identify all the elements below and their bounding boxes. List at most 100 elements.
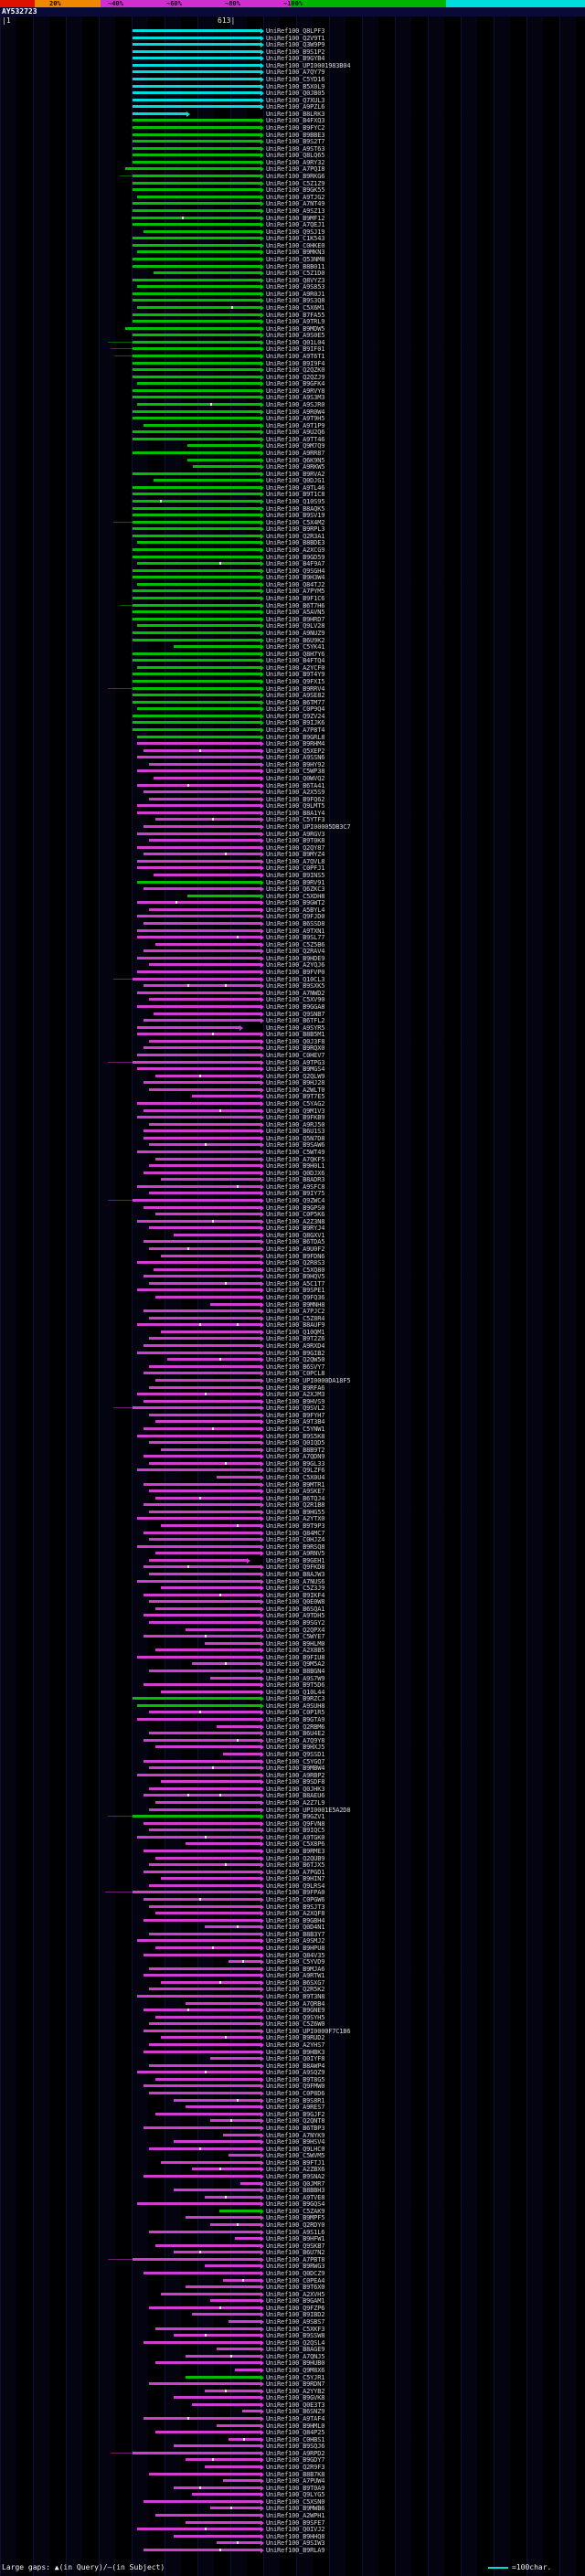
hit-label[interactable]: UniRef100_Q9LV28 — [266, 622, 325, 631]
hit-bar[interactable] — [205, 2465, 261, 2469]
hit-label[interactable]: UniRef100_B6U4E2 — [266, 1730, 325, 1738]
hit-bar[interactable] — [144, 1108, 261, 1112]
hit-label[interactable]: UniRef100_B9S5K8 — [266, 1432, 325, 1440]
hit-bar[interactable] — [149, 2092, 261, 2095]
hit-bar[interactable] — [133, 520, 261, 524]
hit-bar[interactable] — [149, 2063, 261, 2067]
hit-bar[interactable] — [137, 1393, 261, 1396]
hit-bar[interactable] — [223, 1752, 261, 1755]
hit-bar[interactable] — [149, 1863, 261, 1867]
hit-bar[interactable] — [133, 652, 261, 655]
hit-bar[interactable] — [137, 1655, 261, 1659]
hit-label[interactable]: UniRef100_B7FA55 — [266, 311, 325, 319]
hit-bar[interactable] — [133, 694, 261, 697]
hit-bar[interactable] — [144, 1918, 261, 1922]
hit-label[interactable]: UniRef100_C0HBS1 — [266, 2435, 325, 2443]
hit-bar[interactable] — [137, 1468, 261, 1472]
hit-bar[interactable] — [144, 1870, 261, 1873]
hit-label[interactable]: UniRef100_C5XV90 — [266, 996, 325, 1004]
hit-label[interactable]: UniRef100_Q9LHC0 — [266, 2145, 325, 2153]
hit-bar[interactable] — [155, 1552, 261, 1555]
hit-label[interactable]: UniRef100_A9RPD2 — [266, 2449, 325, 2457]
hit-label[interactable]: UniRef100_B9RFA6 — [266, 1383, 325, 1392]
hit-label[interactable]: UniRef100_B9GVK8 — [266, 2394, 325, 2402]
hit-bar[interactable] — [133, 555, 261, 558]
hit-label[interactable]: UniRef100_Q9ZV24 — [266, 712, 325, 720]
hit-label[interactable]: UniRef100_Q0DJG1 — [266, 477, 325, 485]
hit-label[interactable]: UniRef100_A2XVH5 — [266, 2290, 325, 2298]
hit-label[interactable]: UniRef100_B9T0K8 — [266, 837, 325, 845]
hit-bar[interactable] — [149, 1732, 261, 1735]
hit-bar[interactable] — [133, 714, 261, 717]
hit-bar[interactable] — [133, 105, 261, 109]
hit-bar[interactable] — [144, 1531, 261, 1534]
hit-label[interactable]: UniRef100_Q0E3T3 — [266, 2401, 325, 2409]
hit-bar[interactable] — [133, 188, 261, 192]
hit-bar[interactable] — [137, 1053, 261, 1056]
hit-label[interactable]: UniRef100_A2Z7L9 — [266, 1798, 325, 1807]
hit-bar[interactable] — [137, 769, 261, 773]
hit-label[interactable]: UniRef100_Q9FMW0 — [266, 2083, 325, 2091]
hit-label[interactable]: UniRef100_B9HVS9 — [266, 1397, 325, 1405]
hit-bar[interactable] — [133, 223, 261, 227]
hit-label[interactable]: UniRef100_Q9M1V3 — [266, 1107, 325, 1115]
hit-bar[interactable] — [144, 2029, 261, 2032]
hit-label[interactable]: UniRef100_Q0IVJ2 — [266, 2526, 325, 2534]
hit-label[interactable]: UniRef100_Q9FXI5 — [266, 677, 325, 685]
hit-bar[interactable] — [154, 1012, 261, 1015]
hit-label[interactable]: UniRef100_C5WYE7 — [266, 1633, 325, 1641]
hit-bar[interactable] — [137, 991, 261, 994]
hit-bar[interactable] — [137, 1939, 261, 1943]
hit-bar[interactable] — [133, 548, 261, 552]
hit-label[interactable]: UniRef100_Q0J3F8 — [266, 1037, 325, 1045]
hit-bar[interactable] — [149, 1988, 261, 1991]
hit-label[interactable]: UniRef100_C5Z1Z9 — [266, 179, 325, 187]
hit-label[interactable]: UniRef100_C5XKF3 — [266, 2325, 325, 2333]
hit-label[interactable]: UniRef100_B9T8G5 — [266, 2075, 325, 2083]
hit-bar[interactable] — [149, 907, 261, 911]
hit-label[interactable]: UniRef100_B9GTA9 — [266, 1716, 325, 1724]
hit-label[interactable]: UniRef100_Q2QZJ9 — [266, 373, 325, 381]
hit-bar[interactable] — [133, 292, 261, 295]
hit-bar[interactable] — [137, 562, 261, 566]
hit-label[interactable]: UniRef100_C0PCL8 — [266, 1370, 325, 1378]
hit-label[interactable]: UniRef100_A9SBS7 — [266, 2317, 325, 2326]
hit-bar[interactable] — [192, 2313, 261, 2316]
hit-bar[interactable] — [133, 36, 261, 39]
hit-label[interactable]: UniRef100_B6SNZ9 — [266, 2408, 325, 2416]
hit-label[interactable]: UniRef100_B9RKG6 — [266, 173, 325, 181]
hit-label[interactable]: UniRef100_Q10S95 — [266, 498, 325, 506]
hit-label[interactable]: UniRef100_Q2V9T1 — [266, 34, 325, 42]
hit-bar[interactable] — [144, 1344, 261, 1348]
hit-label[interactable]: UniRef100_Q9FZP6 — [266, 2304, 325, 2312]
hit-label[interactable]: UniRef100_C5XSN0 — [266, 2497, 325, 2506]
hit-label[interactable]: UniRef100_UPI0000F7C1B6 — [266, 2027, 351, 2035]
hit-label[interactable]: UniRef100_B9FYC2 — [266, 124, 325, 133]
hit-bar[interactable] — [137, 403, 261, 406]
hit-label[interactable]: UniRef100_A7QDN9 — [266, 1453, 325, 1461]
hit-label[interactable]: UniRef100_A9TDH5 — [266, 1612, 325, 1620]
hit-label[interactable]: UniRef100_Q9SVL2 — [266, 1405, 325, 1413]
hit-bar[interactable] — [133, 472, 261, 475]
hit-bar[interactable] — [133, 603, 261, 607]
hit-bar[interactable] — [137, 250, 261, 254]
hit-label[interactable]: UniRef100_C5YGQ7 — [266, 1757, 325, 1765]
hit-bar[interactable] — [217, 1724, 261, 1728]
hit-bar[interactable] — [149, 2306, 261, 2309]
hit-label[interactable]: UniRef100_A2YQJ6 — [266, 961, 325, 970]
hit-label[interactable]: UniRef100_B9H3W4 — [266, 574, 325, 582]
hit-bar[interactable] — [149, 998, 261, 1002]
hit-label[interactable]: UniRef100_B6TA41 — [266, 781, 325, 790]
hit-bar[interactable] — [186, 1842, 261, 1846]
hit-label[interactable]: UniRef100_A7QRB4 — [266, 1999, 325, 2008]
hit-label[interactable]: UniRef100_B6U9K2 — [266, 636, 325, 644]
hit-bar[interactable] — [137, 1323, 261, 1327]
hit-label[interactable]: UniRef100_B9IY75 — [266, 1190, 325, 1198]
hit-label[interactable]: UniRef100_B9HUB0 — [266, 2359, 325, 2368]
hit-label[interactable]: UniRef100_Q2RDY0 — [266, 2221, 325, 2229]
hit-label[interactable]: UniRef100_B6TBP3 — [266, 2124, 325, 2132]
hit-label[interactable]: UniRef100_Q0DJX6 — [266, 1169, 325, 1177]
hit-bar[interactable] — [229, 2154, 261, 2157]
hit-bar[interactable] — [155, 1648, 261, 1652]
hit-bar[interactable] — [133, 63, 261, 67]
